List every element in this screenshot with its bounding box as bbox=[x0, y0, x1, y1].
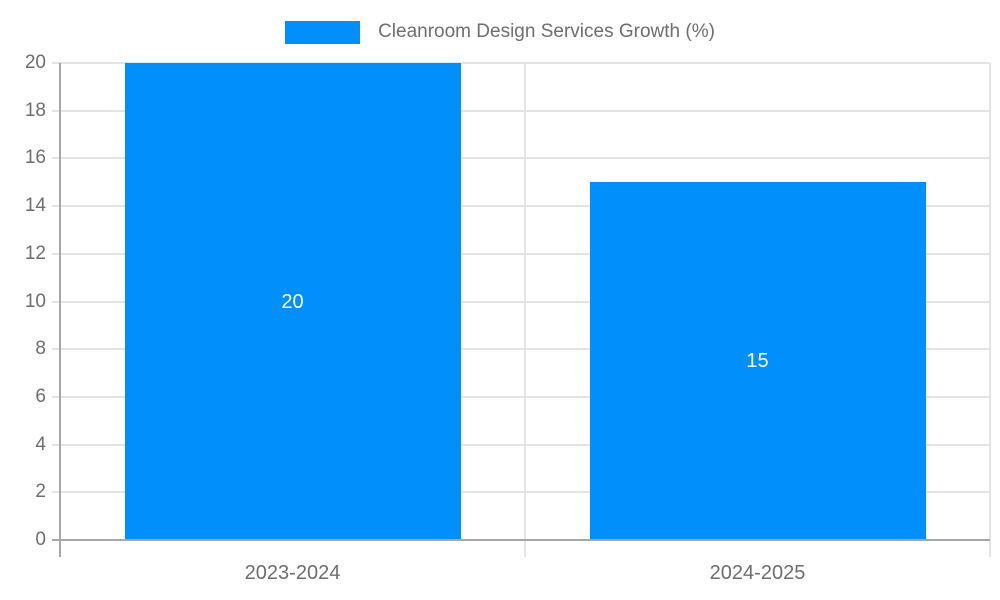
x-tick-label: 2024-2025 bbox=[709, 562, 806, 584]
bar-value-label: 15 bbox=[746, 350, 769, 373]
y-tick-label: 14 bbox=[24, 195, 46, 217]
y-gridline bbox=[52, 348, 990, 351]
plot-area: 0 2 4 6 8 10 12 14 16 18 20 20 15 2023-2024 2024-2025 bbox=[25, 52, 991, 584]
y-tick-label: 4 bbox=[35, 433, 46, 455]
bar[interactable] bbox=[124, 63, 461, 540]
y-tick-label: 6 bbox=[35, 385, 46, 407]
y-gridline bbox=[52, 252, 990, 255]
y-tick-label: 18 bbox=[24, 99, 46, 121]
y-gridline bbox=[52, 395, 990, 398]
y-gridline bbox=[52, 443, 990, 446]
y-tick-label: 0 bbox=[35, 529, 46, 550]
y-tick-label: 2 bbox=[35, 481, 46, 503]
legend: Cleanroom Design Services Growth (%) bbox=[0, 0, 1000, 44]
legend-swatch bbox=[285, 20, 361, 44]
y-tick-label: 20 bbox=[24, 52, 46, 73]
y-tick-label: 16 bbox=[24, 147, 46, 169]
x-gridline bbox=[989, 63, 991, 557]
y-gridline bbox=[52, 109, 990, 112]
x-axis-line bbox=[52, 539, 990, 541]
legend-item[interactable]: Cleanroom Design Services Growth (%) bbox=[285, 20, 715, 44]
x-gridline bbox=[524, 63, 526, 557]
y-tick-label: 10 bbox=[24, 290, 46, 312]
bar-value-label: 20 bbox=[281, 290, 304, 313]
y-gridline bbox=[52, 300, 990, 303]
y-gridline bbox=[52, 157, 990, 160]
x-tick-label: 2023-2024 bbox=[244, 562, 341, 584]
y-gridline bbox=[52, 491, 990, 494]
y-gridline bbox=[52, 62, 990, 64]
y-tick-label: 8 bbox=[35, 338, 46, 360]
bar[interactable] bbox=[589, 182, 926, 540]
y-tick-label: 12 bbox=[24, 242, 46, 264]
y-gridline bbox=[52, 205, 990, 208]
y-axis-line bbox=[59, 63, 61, 557]
legend-label: Cleanroom Design Services Growth (%) bbox=[378, 21, 715, 42]
